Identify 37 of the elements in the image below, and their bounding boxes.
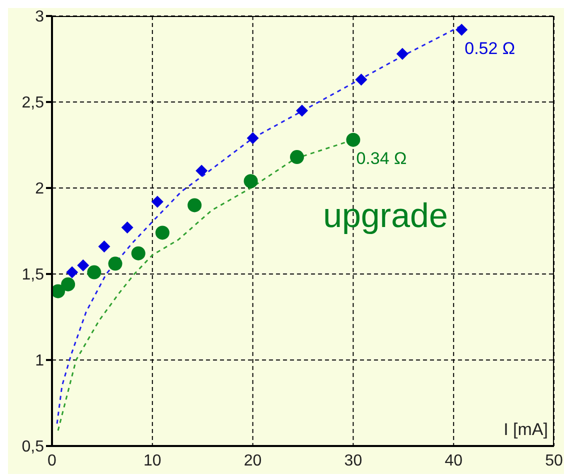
y-tick-label: 2,5 <box>22 94 44 112</box>
x-tick-label: 40 <box>444 452 463 470</box>
point <box>290 150 304 164</box>
point <box>87 265 102 280</box>
y-tick-label: 3 <box>35 8 44 26</box>
y-tick-label: 0,5 <box>22 438 44 456</box>
x-tick-label: 0 <box>48 452 57 470</box>
x-tick-label: 30 <box>344 452 362 470</box>
point <box>66 266 78 278</box>
point <box>121 222 134 234</box>
point <box>396 48 408 60</box>
point <box>98 240 110 252</box>
point <box>77 259 90 272</box>
annotation: 0.52 Ω <box>464 38 516 58</box>
x-tick-label: 50 <box>545 452 563 470</box>
point <box>61 277 76 292</box>
x-tick-label: 20 <box>244 452 262 470</box>
y-tick-label: 1,5 <box>22 266 44 284</box>
point <box>456 24 468 36</box>
point <box>346 132 360 147</box>
x-tick-label: 10 <box>144 452 162 470</box>
point <box>151 196 164 208</box>
point <box>131 246 146 260</box>
y-tick-label: 1 <box>35 352 44 370</box>
point <box>296 104 308 117</box>
point <box>52 284 66 298</box>
point <box>244 174 258 188</box>
annotation: 0.34 Ω <box>356 148 407 168</box>
point <box>188 198 202 212</box>
point <box>355 74 368 86</box>
point <box>155 226 170 240</box>
annotation: upgrade <box>323 196 448 236</box>
x-axis-title: I [mA] <box>504 420 548 440</box>
point <box>246 132 259 144</box>
point <box>108 256 122 271</box>
y-tick-label: 2 <box>35 180 44 198</box>
point <box>196 164 208 177</box>
